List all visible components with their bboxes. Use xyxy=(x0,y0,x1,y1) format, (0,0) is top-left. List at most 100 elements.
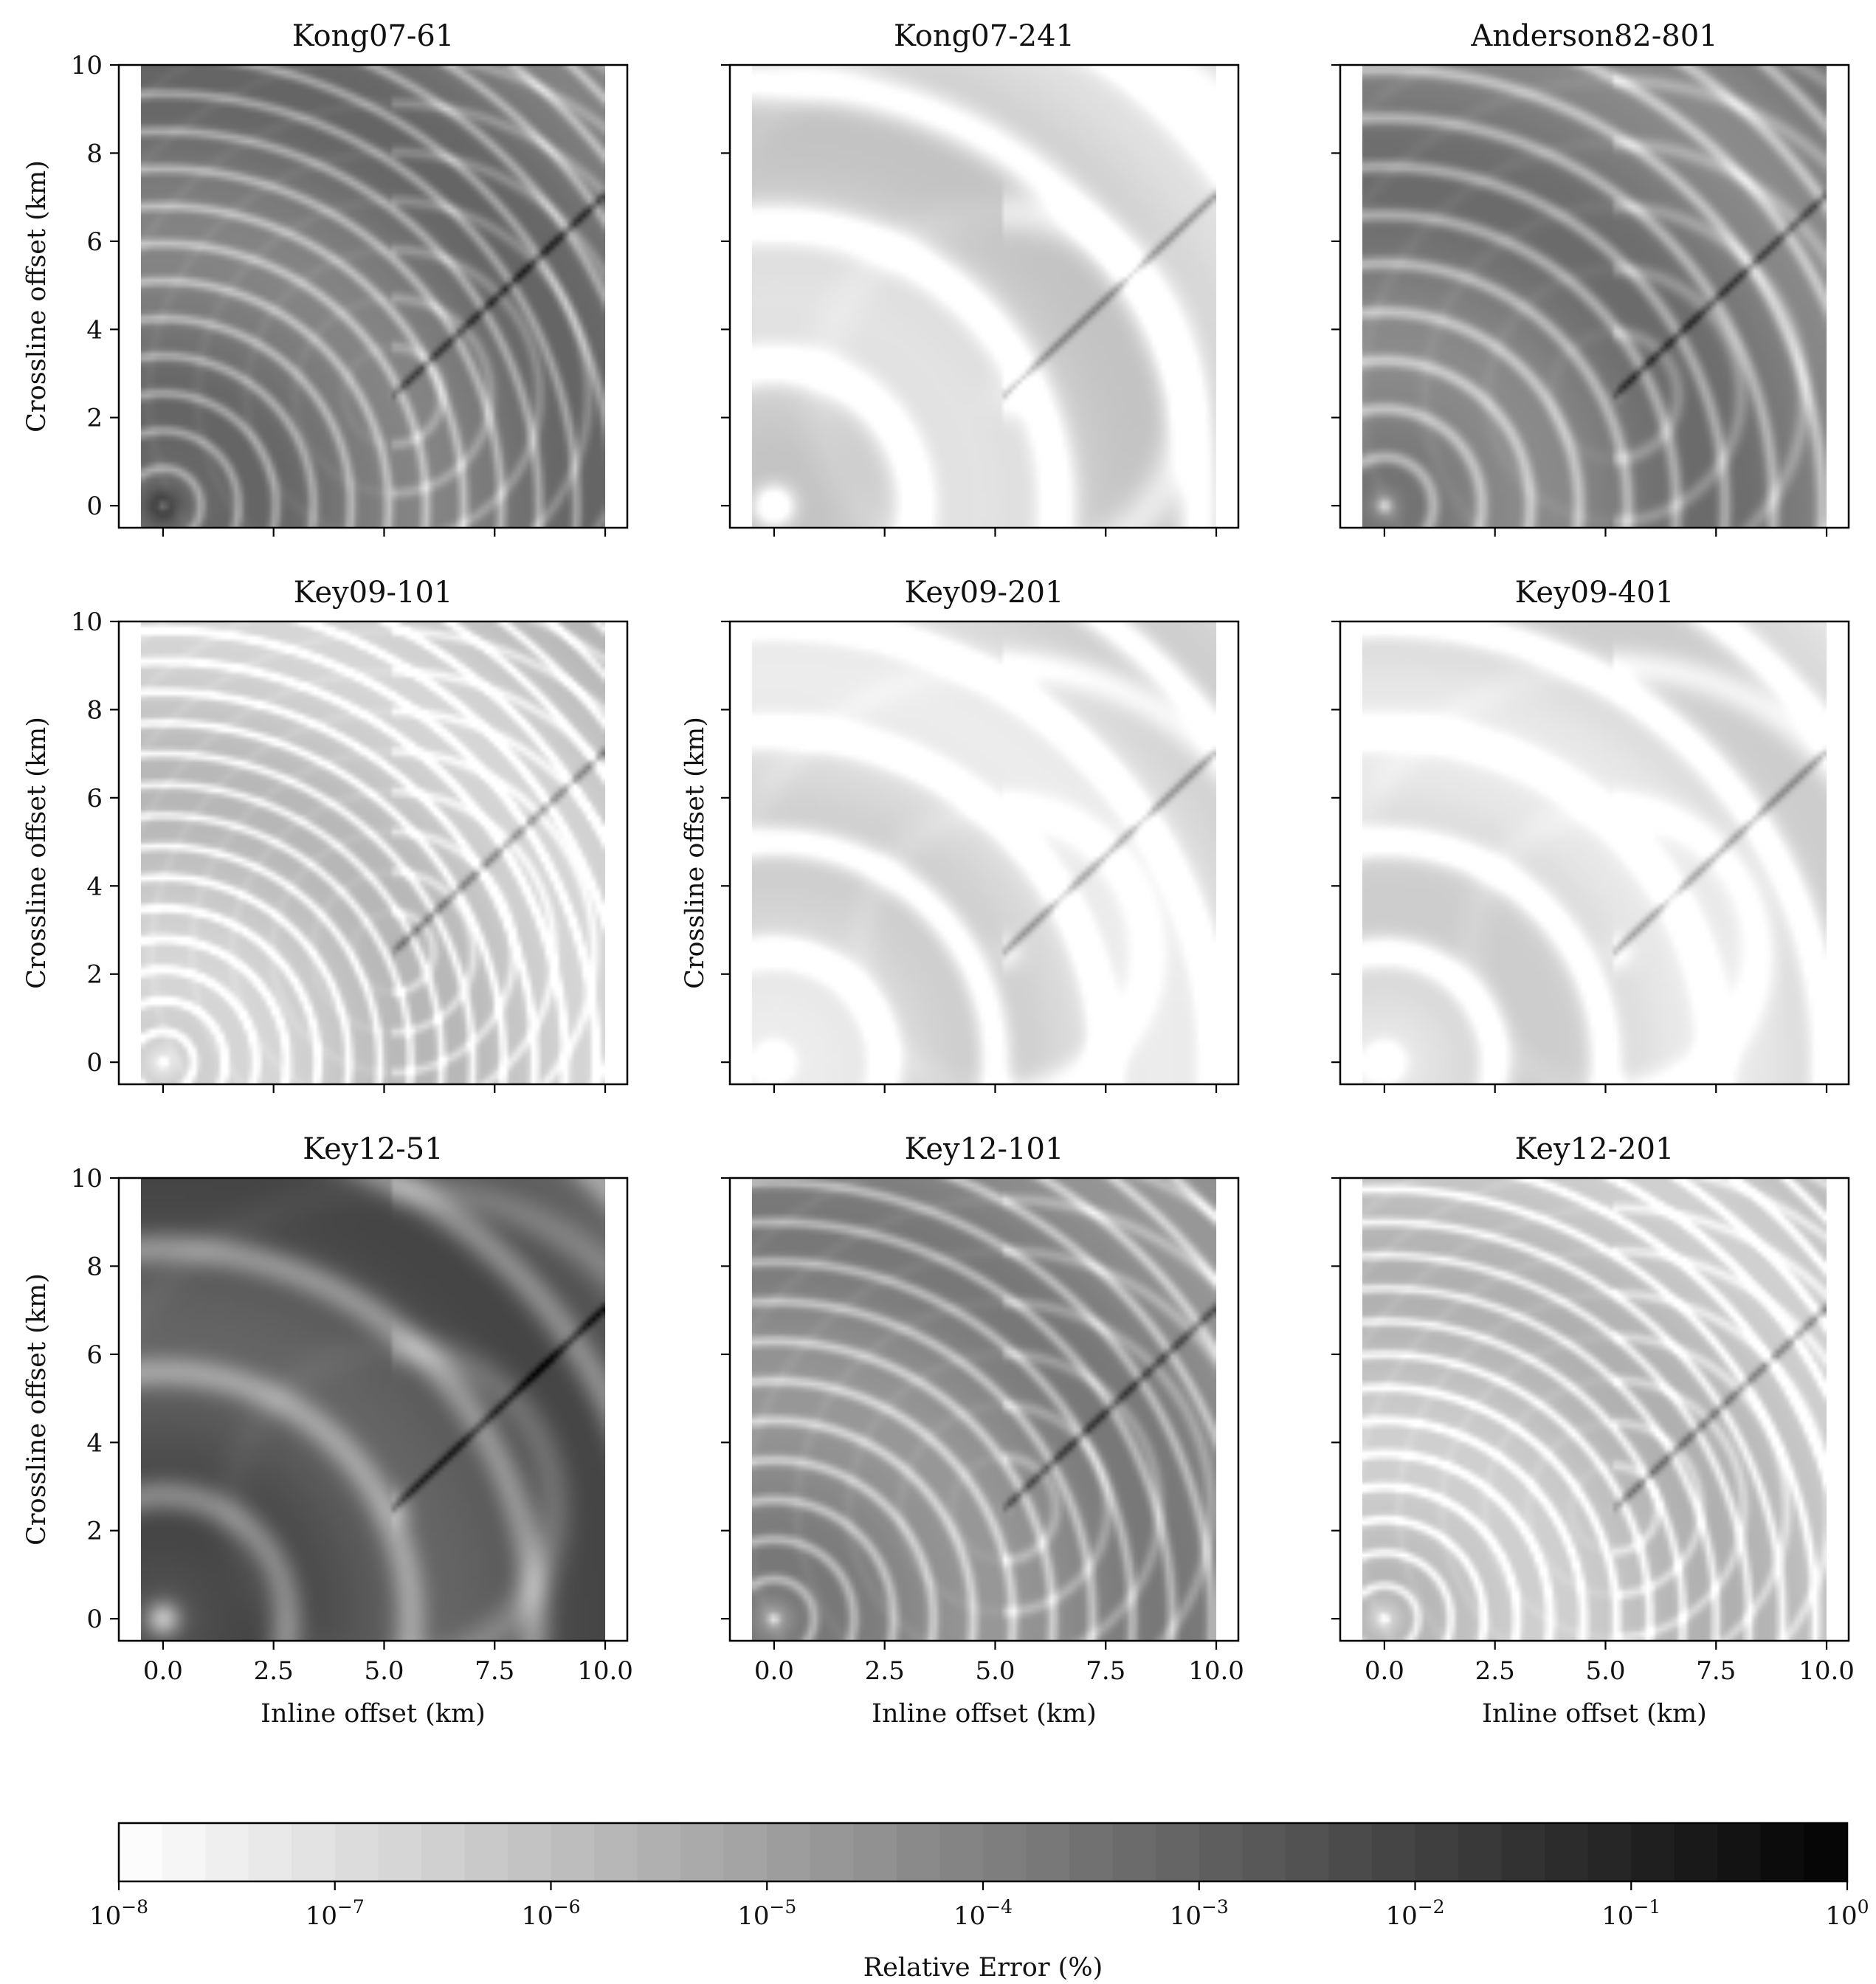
colorbar-tick-label: 10−8 xyxy=(89,1896,148,1931)
panel-title: Key12-101 xyxy=(905,1132,1064,1166)
error-field-image xyxy=(1362,65,1827,528)
error-field-image xyxy=(140,65,606,528)
x-axis-label: Inline offset (km) xyxy=(872,1699,1097,1729)
colorbar-tick-label: 10−7 xyxy=(306,1896,365,1931)
x-tick-label: 5.0 xyxy=(364,1656,404,1686)
panel-title: Kong07-241 xyxy=(894,19,1075,53)
colorbar-level xyxy=(421,1823,466,1881)
colorbar-tick-label: 10−6 xyxy=(521,1896,580,1931)
panel-3: Anderson82-801 xyxy=(1331,19,1850,537)
x-tick-label: 10.0 xyxy=(1799,1656,1855,1686)
colorbar-level xyxy=(248,1823,293,1881)
y-tick-label: 10 xyxy=(71,1164,103,1194)
x-tick-label: 2.5 xyxy=(865,1656,905,1686)
axes-frame xyxy=(1339,63,1850,529)
y-tick-label: 8 xyxy=(86,695,103,725)
panel-5: Key09-201 Crossline offset (km) xyxy=(680,576,1240,1093)
y-tick-label: 0 xyxy=(86,1048,103,1078)
panel-1: Kong07-61 0 2 4 6 8 10 Crossline offset (km) xyxy=(22,19,629,537)
colorbar-level xyxy=(464,1823,508,1881)
colorbar-tick-label: 10−1 xyxy=(1601,1896,1661,1931)
colorbar-level xyxy=(1371,1823,1416,1881)
panel-title: Key09-401 xyxy=(1515,576,1675,610)
colorbar-level xyxy=(680,1823,725,1881)
panel-8: Key12-101 0.0 2.5 5.0 7.5 10.0 Inline offset (… xyxy=(721,1132,1244,1729)
colorbar-level xyxy=(896,1823,941,1881)
x-tick-label: 0.0 xyxy=(143,1656,183,1686)
error-field-image xyxy=(751,1178,1217,1641)
colorbar-level xyxy=(1069,1823,1114,1881)
panel-title: Key12-201 xyxy=(1515,1132,1675,1166)
colorbar-level xyxy=(810,1823,855,1881)
colorbar-level xyxy=(292,1823,336,1881)
colorbar-level xyxy=(334,1823,379,1881)
colorbar-level xyxy=(205,1823,249,1881)
x-axis-label: Inline offset (km) xyxy=(261,1699,486,1729)
y-tick-label: 6 xyxy=(86,784,103,813)
axes-frame xyxy=(117,620,629,1086)
colorbar: 10−8 10−7 10−6 10−5 10−4 10−3 10−2 10−1 100 Relat… xyxy=(89,1822,1869,1983)
colorbar-level xyxy=(1804,1823,1848,1881)
colorbar-level xyxy=(162,1823,207,1881)
colorbar-tick-label: 10−3 xyxy=(1170,1896,1229,1931)
colorbar-level xyxy=(939,1823,984,1881)
colorbar-level xyxy=(507,1823,552,1881)
x-tick-label: 5.0 xyxy=(1585,1656,1625,1686)
colorbar-level xyxy=(1458,1823,1503,1881)
colorbar-tick-label: 10−5 xyxy=(737,1896,796,1931)
x-tick-label: 2.5 xyxy=(1475,1656,1515,1686)
colorbar-level xyxy=(551,1823,596,1881)
y-tick-label: 0 xyxy=(86,1605,103,1634)
y-tick-label: 8 xyxy=(86,139,103,168)
x-tick-label: 7.5 xyxy=(1696,1656,1736,1686)
colorbar-level xyxy=(1631,1823,1675,1881)
axes-frame xyxy=(728,1177,1240,1642)
y-axis-label: Crossline offset (km) xyxy=(680,717,710,989)
colorbar-level xyxy=(1717,1823,1762,1881)
colorbar-level xyxy=(1674,1823,1719,1881)
axes-frame xyxy=(117,63,629,529)
axes-frame xyxy=(1339,1177,1850,1642)
y-tick-label: 2 xyxy=(86,404,103,433)
panel-title: Key12-51 xyxy=(303,1132,443,1166)
x-tick-label: 7.5 xyxy=(475,1656,514,1686)
x-tick-label: 5.0 xyxy=(975,1656,1015,1686)
axes-frame xyxy=(1339,620,1850,1086)
colorbar-level xyxy=(1501,1823,1546,1881)
colorbar-level xyxy=(1285,1823,1330,1881)
colorbar-level xyxy=(378,1823,422,1881)
error-field-image xyxy=(751,65,1217,528)
error-field-image xyxy=(751,621,1217,1084)
colorbar-level xyxy=(853,1823,897,1881)
colorbar-level xyxy=(1545,1823,1589,1881)
colorbar-level xyxy=(1199,1823,1244,1881)
colorbar-level xyxy=(1587,1823,1632,1881)
y-tick-label: 2 xyxy=(86,960,103,990)
colorbar-level xyxy=(723,1823,768,1881)
colorbar-label: Relative Error (%) xyxy=(863,1953,1103,1983)
axes-frame xyxy=(728,620,1240,1086)
axes-frame xyxy=(728,63,1240,529)
y-tick-label: 10 xyxy=(71,51,103,80)
y-tick-label: 10 xyxy=(71,607,103,637)
x-tick-label: 10.0 xyxy=(577,1656,633,1686)
colorbar-level xyxy=(1328,1823,1373,1881)
panel-7: Key12-51 0 2 4 6 8 10 0.0 2.5 5.0 7.5 10.0 Crossline… xyxy=(22,1132,633,1729)
panel-title: Key09-101 xyxy=(294,576,453,610)
error-field-image xyxy=(140,621,606,1084)
x-axis-label: Inline offset (km) xyxy=(1482,1699,1707,1729)
error-field-image xyxy=(1362,1178,1827,1641)
colorbar-level xyxy=(594,1823,638,1881)
y-tick-label: 0 xyxy=(86,492,103,521)
error-field-image xyxy=(1362,621,1827,1084)
x-tick-label: 0.0 xyxy=(754,1656,794,1686)
y-axis-label: Crossline offset (km) xyxy=(22,1273,52,1546)
colorbar-level xyxy=(1415,1823,1460,1881)
y-tick-label: 2 xyxy=(86,1517,103,1546)
y-tick-label: 8 xyxy=(86,1252,103,1281)
colorbar-level xyxy=(1242,1823,1286,1881)
y-tick-label: 4 xyxy=(86,315,103,345)
colorbar-level xyxy=(637,1823,682,1881)
